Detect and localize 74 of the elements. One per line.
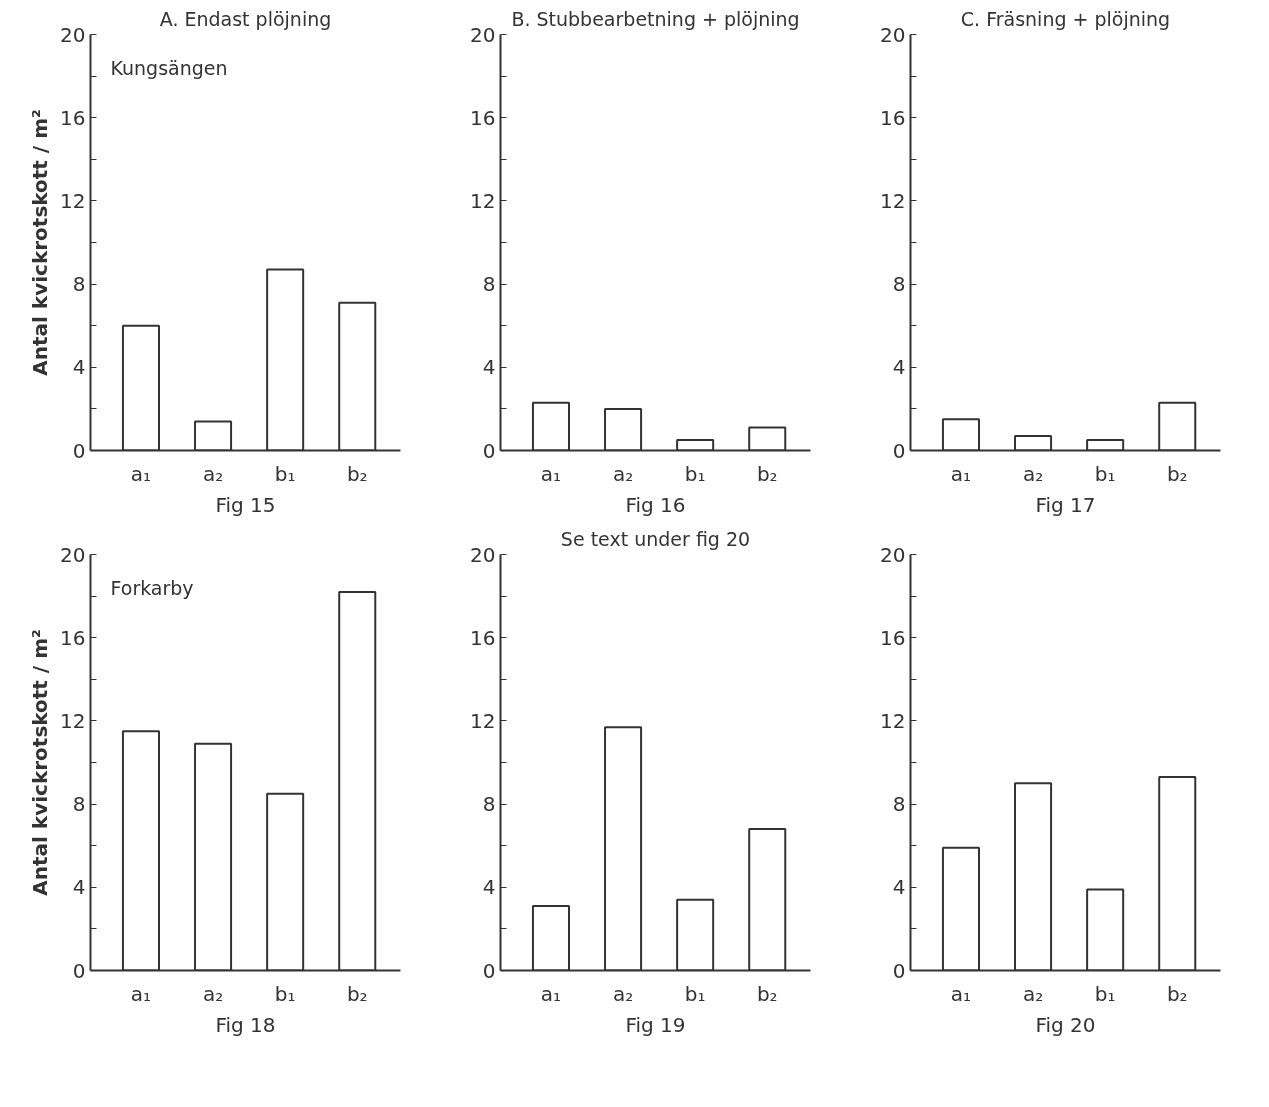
x-tick-label: b₁: [1094, 461, 1116, 486]
y-tick-label: 8: [72, 272, 86, 297]
x-axis-title: Fig 16: [625, 492, 686, 517]
y-tick-label: 0: [482, 438, 496, 463]
y-tick-label: 16: [880, 625, 906, 650]
y-tick-label: 20: [880, 542, 906, 567]
x-axis-title: Fig 15: [215, 492, 276, 517]
x-tick-label: b₁: [684, 461, 706, 486]
y-tick-label: 12: [470, 188, 496, 213]
x-tick-label: b₂: [1166, 981, 1188, 1006]
chart-title: A. Endast plöjning: [159, 7, 332, 30]
chart-title: B. Stubbearbetning + plöjning: [511, 7, 800, 30]
y-tick-label: 8: [72, 792, 86, 817]
x-tick-label: b₁: [684, 981, 706, 1006]
y-tick-label: 16: [60, 625, 86, 650]
y-tick-label: 12: [470, 708, 496, 733]
y-axis-title: Antal kvickrotskott / m²: [28, 629, 53, 896]
x-tick-label: a₂: [612, 981, 634, 1006]
y-tick-label: 20: [60, 22, 86, 47]
y-tick-label: 4: [72, 355, 86, 380]
x-tick-label: b₁: [1094, 981, 1116, 1006]
x-tick-label: a₁: [540, 981, 562, 1006]
x-tick-label: a₁: [130, 461, 152, 486]
x-axis-title: Fig 19: [625, 1012, 686, 1037]
y-tick-label: 0: [892, 958, 906, 983]
y-tick-label: 16: [60, 105, 86, 130]
y-tick-label: 12: [60, 708, 86, 733]
x-tick-label: b₂: [346, 981, 368, 1006]
x-axis-title: Fig 20: [1035, 1012, 1096, 1037]
y-tick-label: 12: [880, 708, 906, 733]
y-tick-label: 0: [72, 958, 86, 983]
x-tick-label: b₁: [274, 461, 296, 486]
x-tick-label: a₂: [1022, 981, 1044, 1006]
y-tick-label: 20: [880, 22, 906, 47]
chart-title: C. Fräsning + plöjning: [960, 7, 1171, 30]
x-tick-label: a₂: [202, 981, 224, 1006]
y-tick-label: 16: [880, 105, 906, 130]
y-tick-label: 8: [892, 272, 906, 297]
y-tick-label: 4: [72, 875, 86, 900]
x-tick-label: a₁: [130, 981, 152, 1006]
x-tick-label: a₁: [540, 461, 562, 486]
y-tick-label: 4: [482, 355, 496, 380]
y-tick-label: 12: [880, 188, 906, 213]
y-tick-label: 0: [482, 958, 496, 983]
y-tick-label: 0: [892, 438, 906, 463]
x-tick-label: a₂: [1022, 461, 1044, 486]
x-axis-title: Fig 18: [215, 1012, 276, 1037]
y-tick-label: 4: [892, 355, 906, 380]
x-tick-label: b₂: [756, 981, 778, 1006]
y-tick-label: 8: [482, 272, 496, 297]
y-tick-label: 20: [470, 22, 496, 47]
x-tick-label: a₂: [202, 461, 224, 486]
chart-title: Se text under fig 20: [560, 527, 751, 550]
annotation: Kungsängen: [110, 56, 228, 79]
x-tick-label: b₂: [756, 461, 778, 486]
x-tick-label: b₂: [346, 461, 368, 486]
x-tick-label: b₂: [1166, 461, 1188, 486]
y-tick-label: 20: [470, 542, 496, 567]
y-axis-title: Antal kvickrotskott / m²: [28, 109, 53, 376]
y-tick-label: 12: [60, 188, 86, 213]
x-tick-label: b₁: [274, 981, 296, 1006]
x-tick-label: a₂: [612, 461, 634, 486]
x-axis-title: Fig 17: [1035, 492, 1096, 517]
x-tick-label: a₁: [950, 981, 972, 1006]
y-tick-label: 20: [60, 542, 86, 567]
y-tick-label: 8: [892, 792, 906, 817]
y-tick-label: 8: [482, 792, 496, 817]
y-tick-label: 16: [470, 105, 496, 130]
y-tick-label: 0: [72, 438, 86, 463]
y-tick-label: 4: [892, 875, 906, 900]
y-tick-label: 4: [482, 875, 496, 900]
annotation: Forkarby: [110, 576, 194, 599]
x-tick-label: a₁: [950, 461, 972, 486]
y-tick-label: 16: [470, 625, 496, 650]
